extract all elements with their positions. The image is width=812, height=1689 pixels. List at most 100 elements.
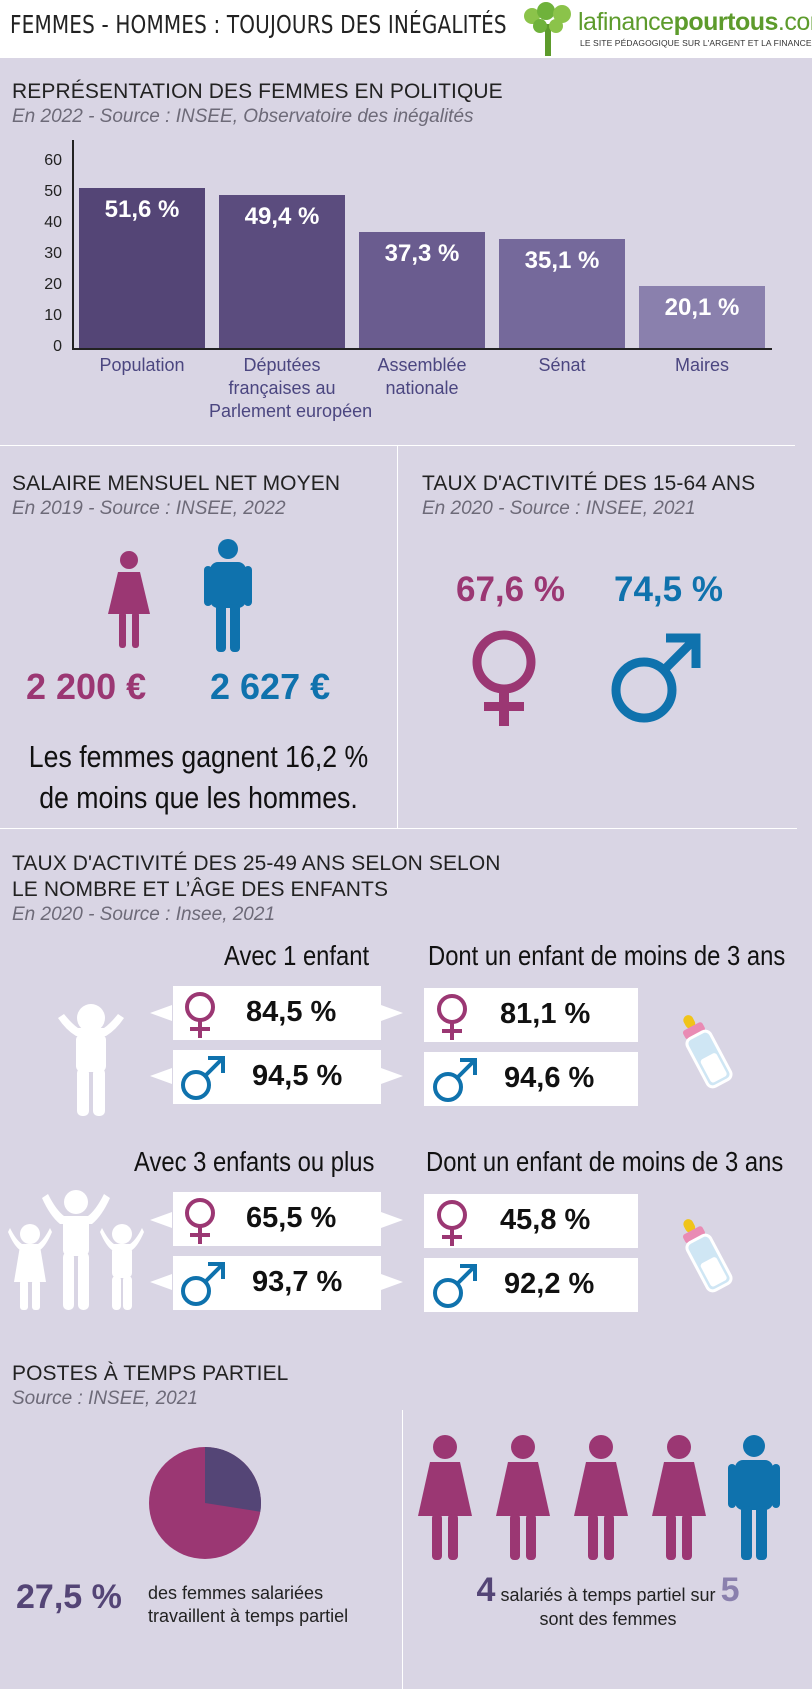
bar bbox=[499, 239, 625, 348]
category-label-line: Population bbox=[99, 355, 185, 375]
women-salary-value: 2 200 € bbox=[26, 666, 147, 707]
parttime-pie-chart bbox=[149, 1447, 261, 1559]
group2-women-value: 65,5 % bbox=[246, 1202, 337, 1234]
woman-icon bbox=[650, 1434, 708, 1567]
female-symbol-icon bbox=[472, 630, 536, 726]
page-title: FEMMES - HOMMES : TOUJOURS DES INÉGALITÉ… bbox=[10, 10, 507, 39]
group1-head-right: Dont un enfant de moins de 3 ans bbox=[428, 940, 786, 971]
men-salary-value: 2 627 € bbox=[210, 666, 331, 707]
group2-women-u3-value: 45,8 % bbox=[500, 1204, 591, 1236]
category-label: Députées françaises au Parlement européen bbox=[209, 354, 372, 423]
baby-bottle-icon bbox=[682, 1015, 733, 1089]
woman-icon bbox=[494, 1434, 552, 1567]
tree-logo-icon bbox=[524, 2, 571, 56]
politics-bar-chart: 0 10 20 30 40 50 60 51,6 % Population 49,4 % Déput… bbox=[0, 140, 812, 430]
man-icon bbox=[728, 1434, 780, 1567]
bar-value-label: 35,1 % bbox=[524, 247, 600, 275]
y-axis-line bbox=[72, 140, 74, 350]
group2-men-u3-value: 92,2 % bbox=[504, 1268, 595, 1300]
group1-head-left: Avec 1 enfant bbox=[224, 940, 370, 971]
arrow-left bbox=[150, 1005, 172, 1021]
header-bar bbox=[0, 0, 812, 58]
bar-value-label: 20,1 % bbox=[664, 293, 740, 321]
divider bbox=[0, 828, 797, 829]
category-label-line: Maires bbox=[674, 355, 729, 375]
category-label-line: nationale bbox=[385, 378, 459, 398]
category-label: Population bbox=[69, 354, 215, 377]
arrow-right bbox=[381, 1274, 403, 1290]
group1-men-u3-value: 94,6 % bbox=[504, 1062, 595, 1094]
group2-men-value: 93,7 % bbox=[252, 1266, 343, 1298]
bar bbox=[219, 194, 345, 348]
woman-icon bbox=[572, 1434, 630, 1567]
category-label-line: françaises au bbox=[228, 378, 336, 398]
pie-slice-parttime bbox=[205, 1447, 261, 1512]
logo-subtitle: LE SITE PÉDAGOGIQUE SUR L'ARGENT ET LA F… bbox=[580, 38, 812, 48]
female-symbol-icon bbox=[437, 1200, 467, 1246]
male-symbol-icon bbox=[433, 1058, 477, 1102]
bar-value-label: 51,6 % bbox=[104, 196, 180, 224]
man-icon bbox=[204, 539, 252, 652]
children-title-line1: TAUX D'ACTIVITÉ DES 25-49 ANS SELON SELO… bbox=[12, 852, 501, 875]
logo-wordmark[interactable]: lafinancepourtous.com bbox=[578, 8, 812, 36]
group2-head-right: Dont un enfant de moins de 3 ans bbox=[426, 1146, 784, 1177]
child-icon bbox=[58, 1004, 124, 1116]
parttime-count-line2: sont des femmes bbox=[539, 1609, 677, 1629]
activity-men-value: 74,5 % bbox=[614, 570, 723, 609]
salary-subtitle: En 2019 - Source : INSEE, 2022 bbox=[12, 498, 286, 519]
children-title-line2: LE NOMBRE ET L’ÂGE DES ENFANTS bbox=[12, 878, 389, 901]
politics-title: REPRÉSENTATION DES FEMMES EN POLITIQUE bbox=[12, 80, 503, 103]
arrow-left bbox=[150, 1068, 172, 1084]
woman-icon bbox=[108, 551, 150, 648]
group1-women-value: 84,5 % bbox=[246, 996, 337, 1028]
divider bbox=[0, 445, 795, 446]
category-label-line: Assemblée bbox=[377, 355, 467, 375]
woman-icon bbox=[416, 1434, 474, 1567]
parttime-count-text: salariés à temps partiel sur bbox=[500, 1585, 716, 1605]
group2-head-left: Avec 3 enfants ou plus bbox=[134, 1146, 375, 1177]
activity-women-value: 67,6 % bbox=[456, 570, 565, 609]
bar bbox=[639, 285, 765, 348]
divider-vertical bbox=[402, 1410, 403, 1689]
parttime-count-note: 4 salariés à temps partiel sur 5 sont de… bbox=[404, 1573, 812, 1631]
female-symbol-icon bbox=[437, 994, 467, 1040]
male-symbol-icon bbox=[433, 1264, 477, 1308]
y-tick-label: 30 bbox=[44, 245, 62, 262]
parttime-count-num: 4 bbox=[476, 1571, 496, 1609]
female-symbol-icon bbox=[185, 992, 215, 1038]
y-tick-label: 20 bbox=[44, 276, 62, 293]
activity-title: TAUX D'ACTIVITÉ DES 15-64 ANS bbox=[422, 472, 756, 495]
divider-vertical bbox=[397, 446, 398, 828]
activity-subtitle: En 2020 - Source : INSEE, 2021 bbox=[422, 498, 696, 519]
y-tick-label: 50 bbox=[44, 183, 62, 200]
parttime-description: des femmes salariées travaillent à temps… bbox=[148, 1582, 348, 1628]
category-label-line: Députées bbox=[243, 355, 321, 375]
salary-note-line2: de moins que les hommes. bbox=[39, 780, 358, 815]
baby-bottle-icon bbox=[682, 1219, 733, 1293]
category-label: Maires bbox=[629, 354, 775, 377]
male-symbol-icon bbox=[181, 1262, 225, 1306]
arrow-left bbox=[150, 1274, 172, 1290]
y-tick-label: 40 bbox=[44, 214, 62, 231]
parttime-subtitle: Source : INSEE, 2021 bbox=[12, 1388, 198, 1409]
x-axis-line bbox=[72, 348, 772, 350]
bar bbox=[359, 232, 485, 348]
category-label: Assemblée nationale bbox=[349, 354, 495, 400]
salary-note-line1: Les femmes gagnent 16,2 % bbox=[28, 739, 369, 774]
arrow-right bbox=[381, 1068, 403, 1084]
male-symbol-icon bbox=[611, 633, 701, 723]
arrow-right bbox=[381, 1005, 403, 1021]
parttime-title: POSTES À TEMPS PARTIEL bbox=[12, 1362, 289, 1385]
bar-value-label: 37,3 % bbox=[384, 240, 460, 268]
category-label: Sénat bbox=[489, 354, 635, 377]
parttime-desc-line1: des femmes salariées bbox=[148, 1583, 324, 1603]
bar bbox=[79, 188, 205, 348]
category-label-line: Sénat bbox=[538, 355, 586, 375]
bar-value-label: 49,4 % bbox=[244, 202, 320, 230]
children-subtitle: En 2020 - Source : Insee, 2021 bbox=[12, 904, 276, 925]
group1-women-u3-value: 81,1 % bbox=[500, 998, 591, 1030]
y-tick-label: 0 bbox=[53, 338, 62, 355]
y-tick-label: 10 bbox=[44, 307, 62, 324]
arrow-right bbox=[381, 1212, 403, 1228]
female-symbol-icon bbox=[185, 1198, 215, 1244]
